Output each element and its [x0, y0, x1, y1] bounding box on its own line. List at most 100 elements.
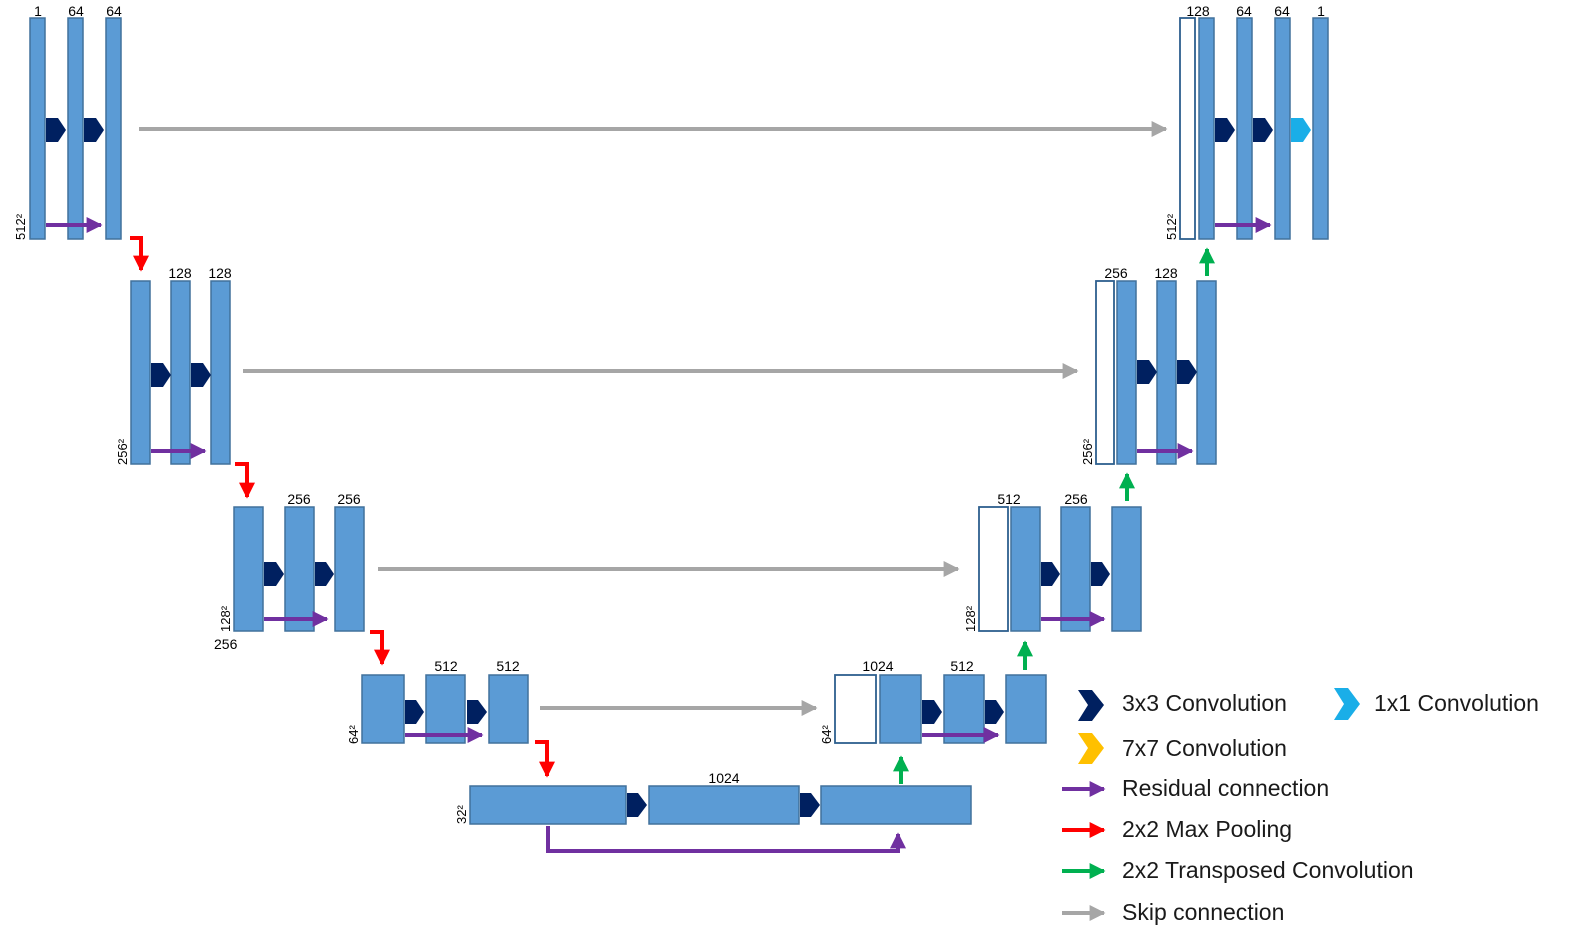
- maxpool-arrow-icon: [235, 462, 255, 499]
- feature-map-enc3-pool: [233, 506, 264, 632]
- feature-map-enc1-conv1: [67, 17, 84, 240]
- legend-label: 2x2 Transposed Convolution: [1122, 857, 1414, 883]
- spatial-size-label: 128²: [963, 605, 978, 632]
- conv3x3-arrow-icon: [922, 700, 942, 724]
- feature-map-dec3-up: [1010, 506, 1041, 632]
- channel-label: 256: [1064, 491, 1088, 507]
- legend-label: 7x7 Convolution: [1122, 735, 1287, 761]
- spatial-size-label: 32²: [454, 805, 469, 824]
- conv3x3-arrow-icon: [315, 562, 334, 586]
- encoder-level-1: 1 64 64 512²: [13, 3, 122, 240]
- feature-map-enc3-conv1: [284, 506, 315, 632]
- spatial-size-label: 64²: [819, 725, 834, 744]
- channel-label: 64: [68, 3, 84, 19]
- feature-map-enc1-conv2: [105, 17, 122, 240]
- feature-map-dec1-conv2: [1274, 17, 1291, 240]
- channel-label: 256: [337, 491, 361, 507]
- skip-connections: [139, 121, 1168, 716]
- feature-map-dec4-conv2: [1005, 674, 1047, 744]
- legend-item-transposed: 2x2 Transposed Convolution: [1062, 857, 1414, 883]
- legend-item-conv1x1: 1x1 Convolution: [1334, 688, 1539, 720]
- feature-map-dec4-up: [879, 674, 922, 744]
- channel-label: 1024: [862, 658, 893, 674]
- channel-label: 128: [168, 265, 192, 281]
- legend-item-maxpool: 2x2 Max Pooling: [1062, 816, 1292, 842]
- encoder-level-3: 256 256 128² 256: [214, 491, 365, 652]
- feature-map-dec4-conv1: [943, 674, 985, 744]
- legend-label: 1x1 Convolution: [1374, 690, 1539, 716]
- conv3x3-arrow-icon: [985, 700, 1004, 724]
- conv3x3-arrow-icon: [800, 793, 820, 817]
- legend-item-skip: Skip connection: [1062, 899, 1284, 925]
- legend-item-conv3x3: 3x3 Convolution: [1078, 690, 1287, 721]
- channel-label: 1: [1317, 3, 1325, 19]
- decoder-level-1: 128 64 64 1 512²: [1164, 3, 1329, 240]
- channel-label: 64: [106, 3, 122, 19]
- channel-label: 64: [1274, 3, 1290, 19]
- conv3x3-arrow-icon: [405, 700, 424, 724]
- maxpool-arrow-icon: [535, 740, 555, 778]
- spatial-size-label: 512²: [13, 213, 28, 240]
- feature-map-enc2-pool: [130, 280, 151, 465]
- conv3x3-arrow-icon: [1177, 360, 1197, 384]
- conv3x3-arrow-icon: [1215, 118, 1235, 142]
- feature-map-bottleneck-conv1: [648, 785, 800, 825]
- feature-map-dec3-conv1: [1060, 506, 1091, 632]
- feature-map-bottleneck-conv2: [820, 785, 972, 825]
- maxpool-arrow-icon: [130, 236, 149, 272]
- channel-label: 128: [1154, 265, 1178, 281]
- conv3x3-arrow-icon: [1253, 118, 1273, 142]
- channel-label: 256: [1104, 265, 1128, 281]
- conv7x7-arrow-icon: [1078, 733, 1104, 764]
- channel-label: 1: [34, 3, 42, 19]
- legend: 3x3 Convolution 1x1 Convolution 7x7 Conv…: [1062, 688, 1539, 925]
- legend-label: Residual connection: [1122, 775, 1329, 801]
- channel-label: 512: [496, 658, 520, 674]
- feature-map-enc2-conv2: [210, 280, 231, 465]
- channel-label: 512: [950, 658, 974, 674]
- conv3x3-arrow-icon: [191, 363, 211, 387]
- feature-map-dec2-up: [1116, 280, 1137, 465]
- feature-map-enc3-conv2: [334, 506, 365, 632]
- concat-map-dec3: [978, 506, 1009, 632]
- legend-label: 2x2 Max Pooling: [1122, 816, 1292, 842]
- feature-map-dec2-conv1: [1156, 280, 1177, 465]
- feature-map-enc2-conv1: [170, 280, 191, 465]
- transposed-conv-arrows: [893, 247, 1215, 784]
- spatial-size-label: 256²: [115, 438, 130, 465]
- channel-label: 512: [997, 491, 1021, 507]
- concat-map-dec4: [834, 674, 877, 744]
- channel-label: 1024: [708, 770, 739, 786]
- channel-label: 128: [1186, 3, 1210, 19]
- conv3x3-arrow-icon: [1091, 562, 1110, 586]
- decoder-level-3: 512 256 128²: [963, 491, 1142, 632]
- conv3x3-arrow-icon: [467, 700, 487, 724]
- conv3x3-arrow-icon: [1041, 562, 1060, 586]
- channel-label: 128: [208, 265, 232, 281]
- channel-label: 256: [287, 491, 311, 507]
- maxpool-arrow-icon: [370, 630, 390, 666]
- spatial-size-label: 128²: [218, 605, 233, 632]
- conv3x3-arrow-icon: [84, 118, 104, 142]
- spatial-size-label: 512²: [1164, 213, 1179, 240]
- channel-label: 512: [434, 658, 458, 674]
- feature-map-dec3-conv2: [1111, 506, 1142, 632]
- conv3x3-arrow-icon: [151, 363, 171, 387]
- channel-label: 256: [214, 636, 238, 652]
- conv3x3-arrow-icon: [627, 793, 647, 817]
- max-pooling-arrows: [130, 236, 555, 778]
- legend-label: Skip connection: [1122, 899, 1284, 925]
- channel-label: 64: [1236, 3, 1252, 19]
- legend-item-conv7x7: 7x7 Convolution: [1078, 733, 1287, 764]
- bottleneck: 1024 32²: [454, 770, 972, 853]
- conv3x3-arrow-icon: [1078, 690, 1104, 721]
- legend-item-residual: Residual connection: [1062, 775, 1329, 801]
- encoder-level-2: 128 128 256²: [115, 265, 232, 465]
- concat-map-dec1: [1179, 17, 1196, 240]
- spatial-size-label: 64²: [346, 725, 361, 744]
- conv1x1-arrow-icon: [1334, 688, 1360, 720]
- feature-map-enc4-conv1: [425, 674, 466, 744]
- feature-map-enc1-input: [29, 17, 46, 240]
- residual-arrow-icon: [546, 826, 906, 853]
